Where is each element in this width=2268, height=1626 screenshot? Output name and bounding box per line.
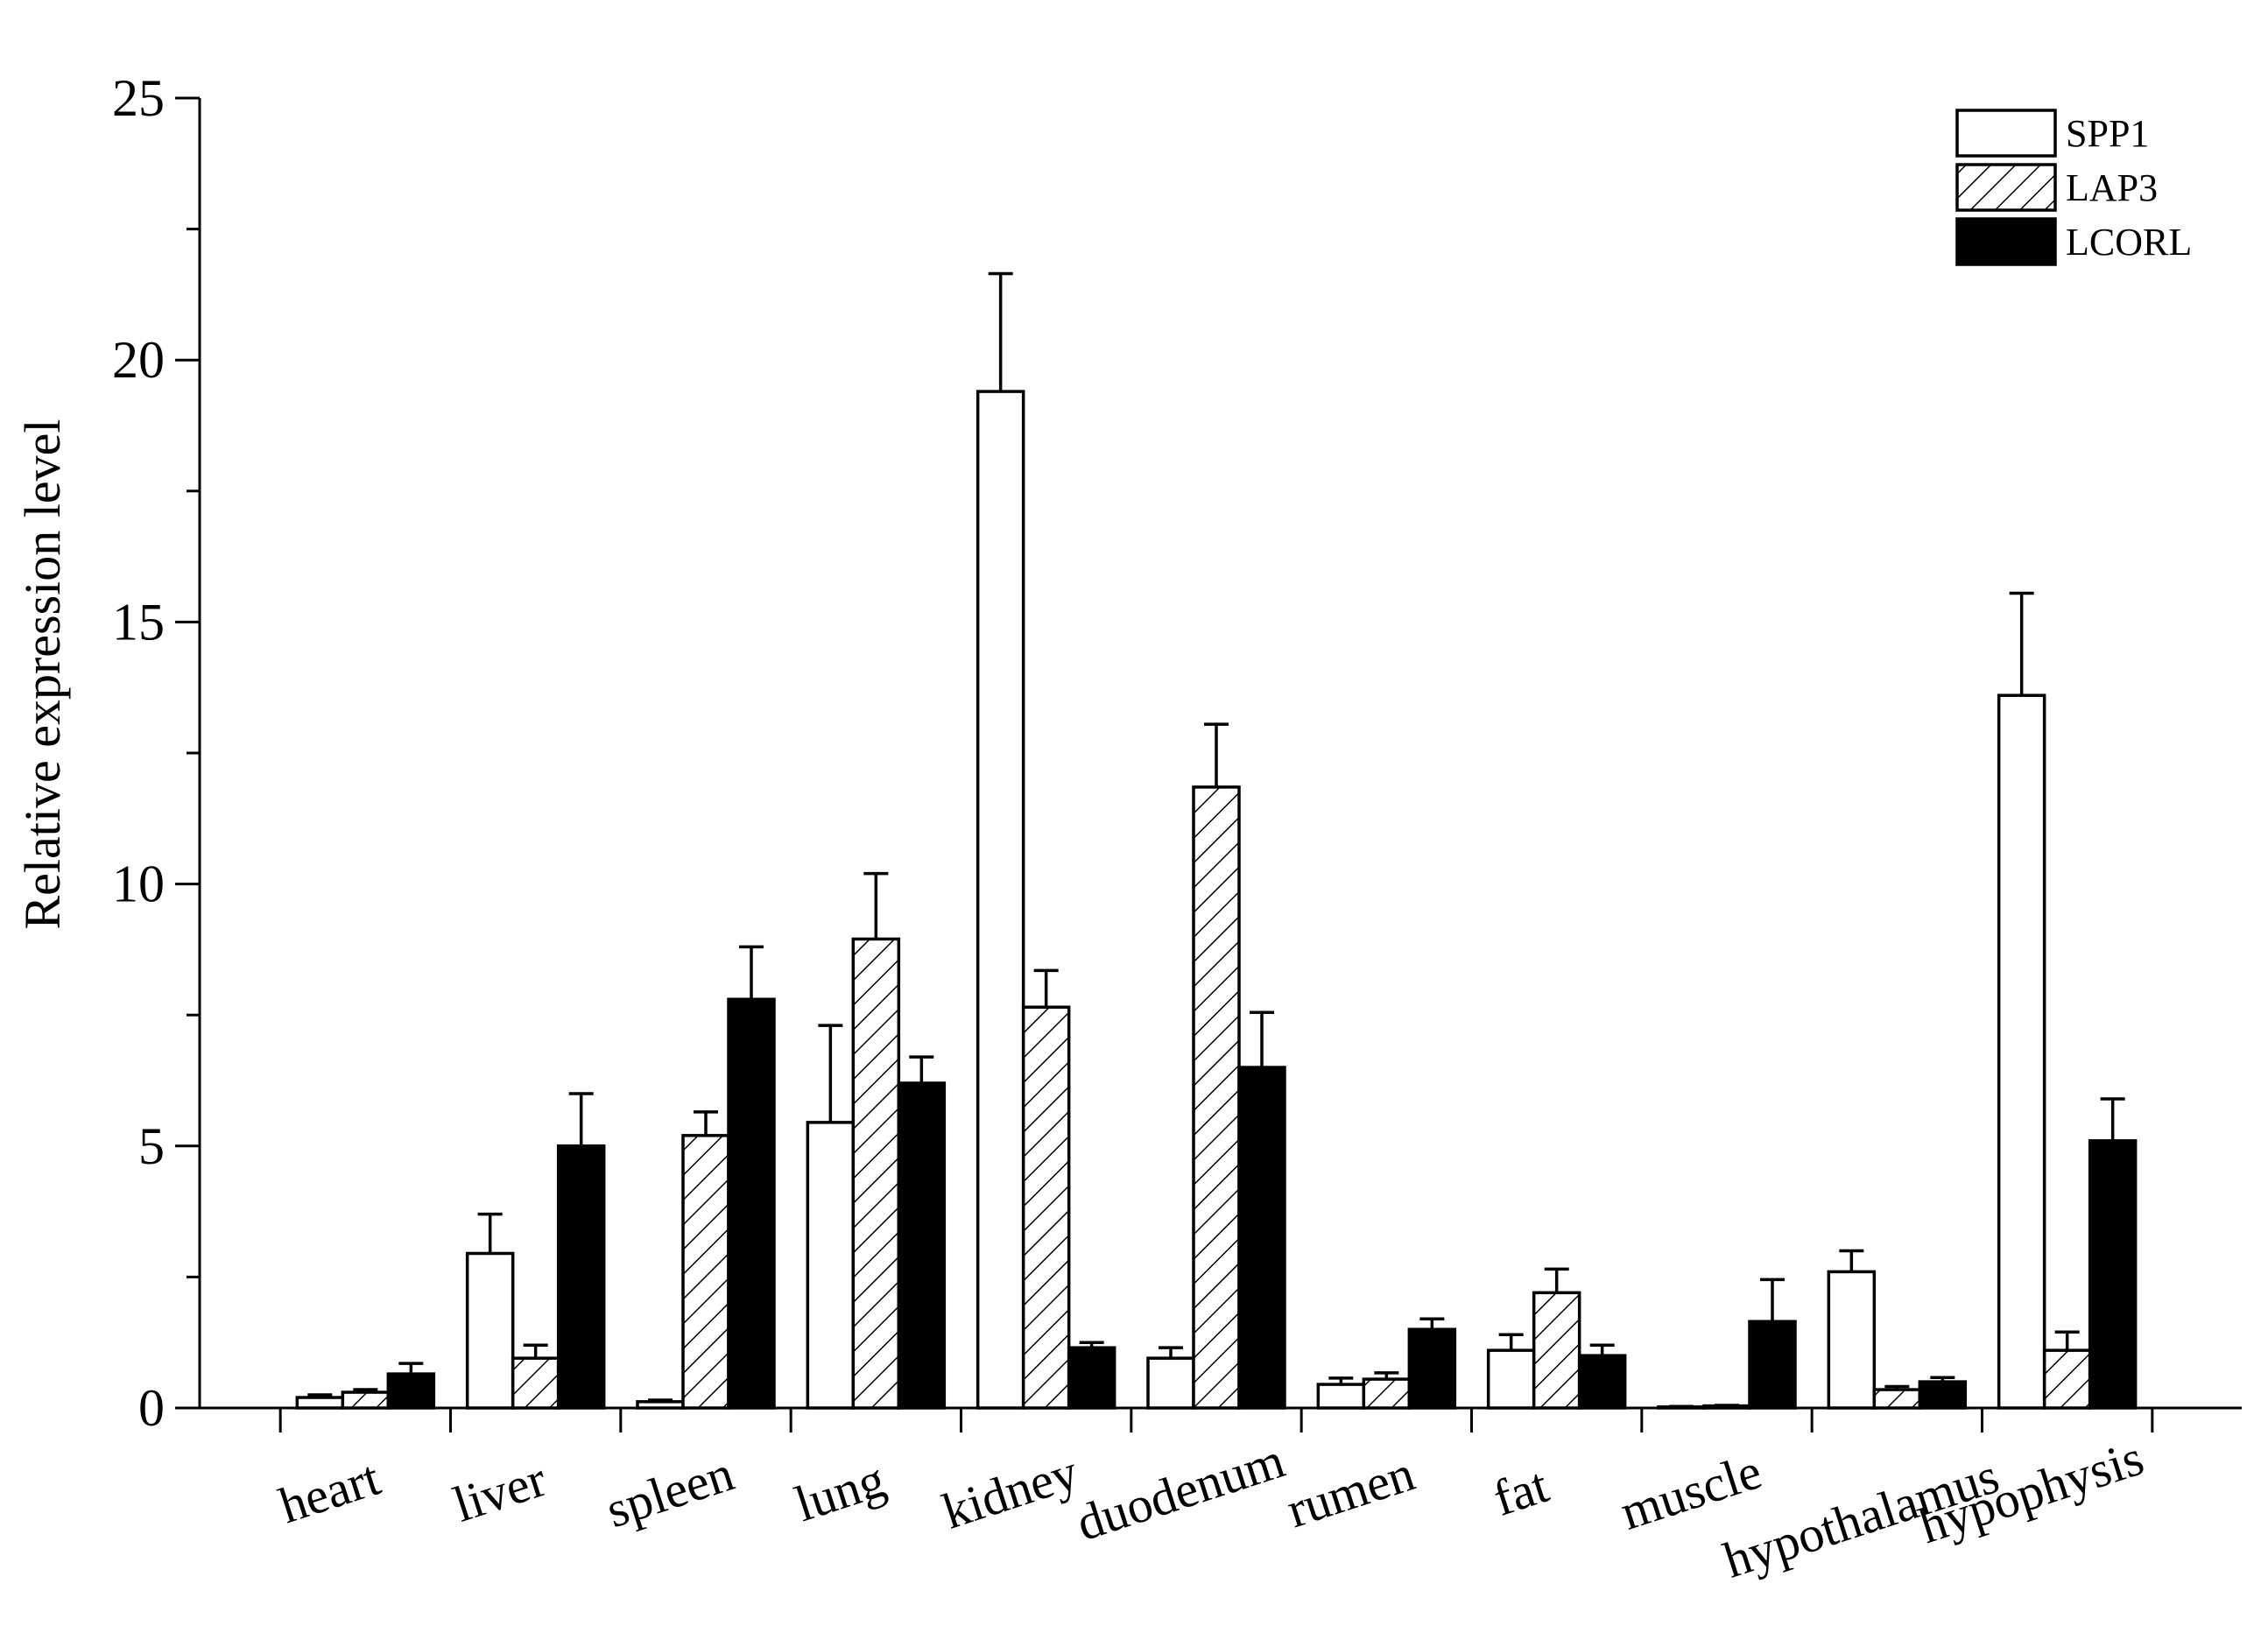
legend-label-lap3: LAP3 [2066,166,2158,209]
bar-lcorl-hypophysis [2088,1139,2138,1410]
x-category-label: duodenum [1069,1432,1291,1552]
x-category-label: kidney [936,1443,1085,1540]
legend-swatch-lap3 [1955,163,2057,212]
legend-label-spp1: SPP1 [2066,112,2149,155]
bar-spp1-fat [1486,1348,1536,1410]
bar-spp1-hypothalamus [1827,1270,1877,1410]
bar-lcorl-lung [897,1081,947,1410]
bars [295,390,2138,1410]
y-tick-label: 10 [112,855,165,913]
bar-spp1-liver [465,1251,515,1410]
x-category-label: heart [272,1449,386,1535]
bar-lap3-duodenum [1192,785,1241,1410]
bar-lcorl-spleen [727,997,776,1410]
bar-lap3-hypophysis [2042,1348,2092,1410]
bar-lcorl-liver [556,1144,606,1410]
legend-swatch-lcorl [1955,217,2057,266]
legend-label-lcorl: LCORL [2066,221,2192,264]
bar-lap3-spleen [681,1134,730,1410]
bar-lap3-rumen [1362,1377,1412,1410]
axes: 0 5 10 15 20 25 [112,69,2242,1437]
legend: SPP1 LAP3 LCORL [1955,109,2192,266]
bar-spp1-hypophysis [1997,693,2046,1410]
x-category-label: hypophysis [1912,1429,2150,1554]
x-category-label: rumen [1280,1445,1421,1539]
legend-swatch-spp1 [1955,109,2057,158]
bar-lcorl-hypothalamus [1918,1380,1968,1410]
y-tick-label: 5 [138,1117,165,1175]
bar-lap3-hypothalamus [1872,1388,1922,1410]
bar-spp1-duodenum [1146,1356,1195,1410]
bar-lcorl-muscle [1748,1320,1797,1410]
bar-lcorl-rumen [1407,1327,1457,1410]
bar-lap3-heart [341,1390,391,1410]
bar-lap3-lung [851,937,901,1410]
bar-lcorl-kidney [1067,1346,1116,1410]
y-tick-label: 20 [112,331,165,389]
bar-spp1-kidney [976,390,1025,1410]
error-bars [307,271,2125,1408]
y-tick-label: 15 [112,593,165,651]
bar-lcorl-duodenum [1237,1066,1286,1410]
bar-lcorl-fat [1577,1354,1627,1410]
x-category-label: liver [447,1450,553,1533]
x-category-label: spleen [599,1445,740,1539]
x-category-label: fat [1487,1456,1555,1527]
bar-lap3-fat [1532,1291,1581,1410]
bar-spp1-rumen [1316,1383,1366,1410]
y-tick-label: 0 [138,1379,165,1437]
y-axis-title: Relative expression level [14,419,71,929]
x-category-label: lung [788,1451,891,1533]
y-tick-label: 25 [112,69,165,127]
bar-spp1-heart [295,1396,345,1410]
bar-spp1-spleen [636,1400,685,1410]
bar-lap3-kidney [1021,1005,1071,1410]
bar-lap3-liver [511,1356,560,1410]
bar-lcorl-heart [386,1372,436,1410]
bar-spp1-lung [806,1121,856,1410]
